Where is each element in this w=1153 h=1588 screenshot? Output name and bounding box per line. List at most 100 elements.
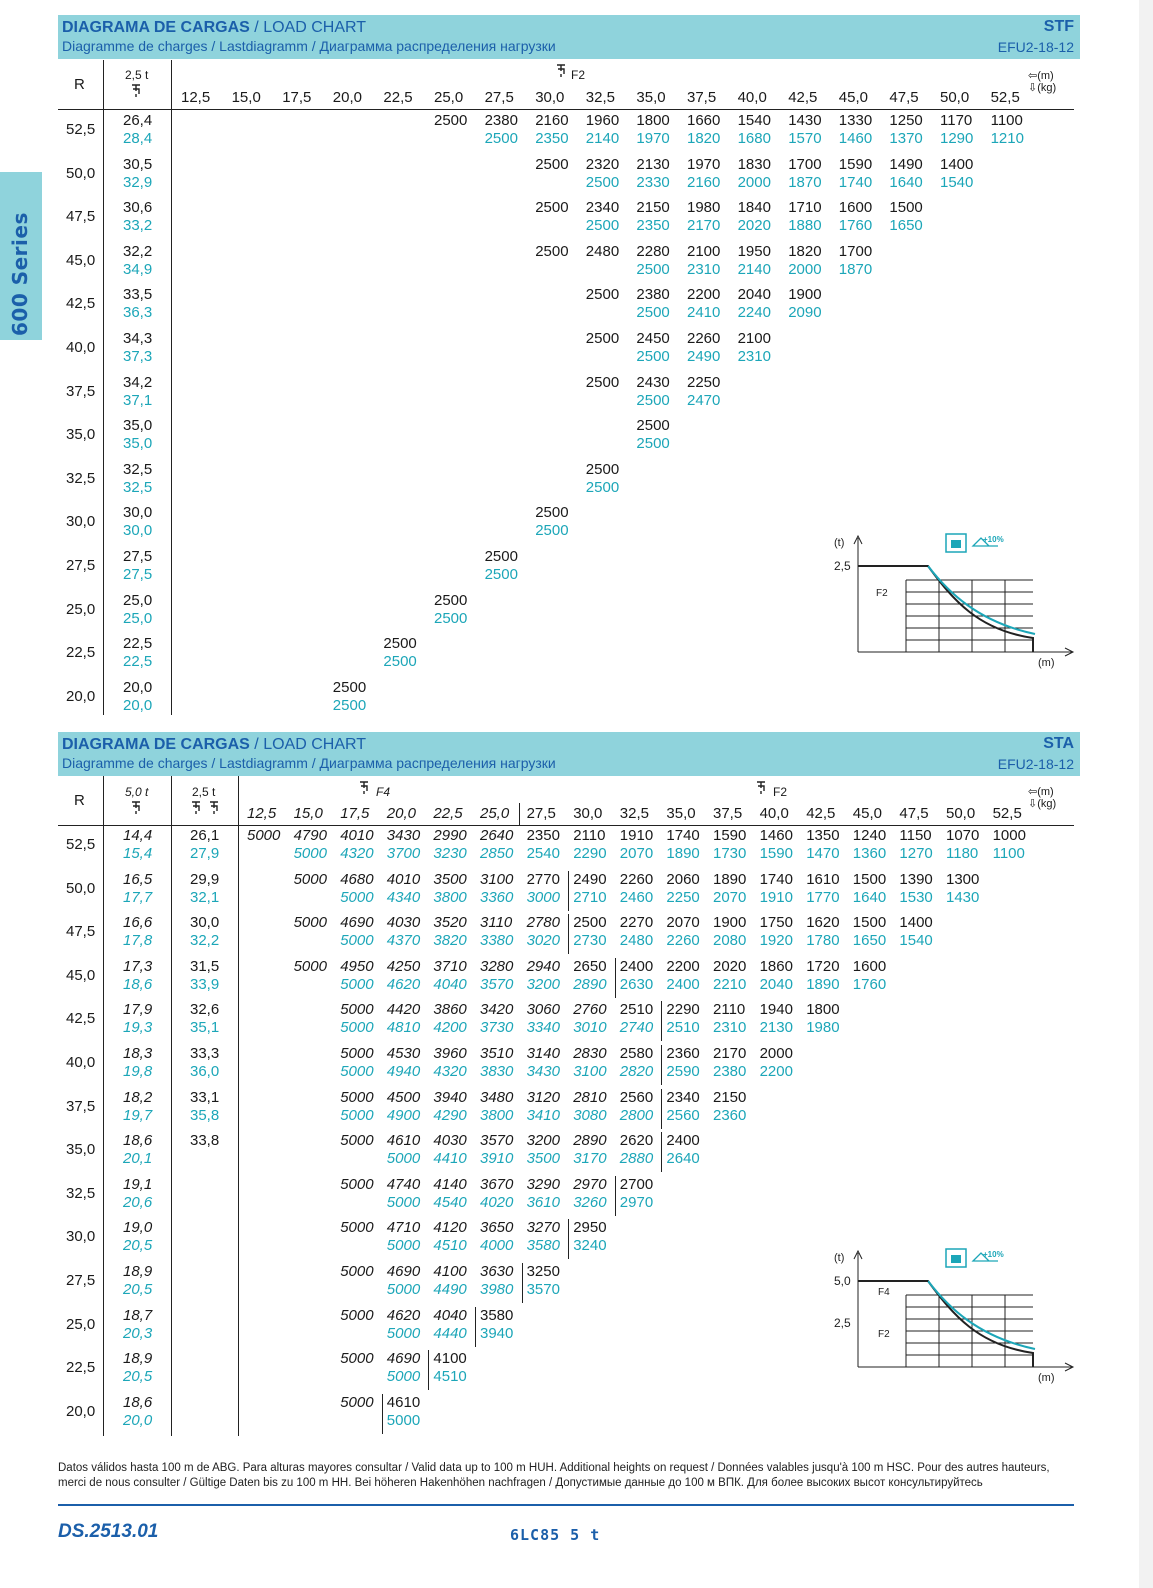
load-value: 2500 bbox=[585, 286, 620, 304]
load-value: 4420 bbox=[386, 1001, 421, 1019]
radius-value: 45,0 bbox=[66, 966, 96, 984]
load-value: 1750 bbox=[759, 914, 793, 932]
stf-title: DIAGRAMA DE CARGAS / LOAD CHART bbox=[62, 19, 366, 37]
load-value: 1150 bbox=[899, 827, 932, 844]
load-value: 1970 bbox=[687, 155, 721, 173]
load-value: 4410 bbox=[433, 1150, 467, 1168]
load-value: 3630 bbox=[480, 1263, 514, 1280]
radius-value: 27,5 bbox=[66, 1272, 96, 1289]
stf-code: STF bbox=[1043, 18, 1074, 35]
load-value: 2560 bbox=[666, 1106, 700, 1124]
load-value: 4010 bbox=[386, 870, 421, 888]
capacity-value: 33,2 bbox=[123, 217, 153, 235]
capacity-f2-value: 33,9 bbox=[190, 975, 220, 993]
load-value: 1720 bbox=[806, 957, 840, 975]
load-value: 3230 bbox=[433, 845, 467, 862]
load-value: 4530 bbox=[386, 1045, 421, 1062]
load-value: 5000 bbox=[386, 1281, 421, 1298]
jib-length-header: 47,5 bbox=[899, 805, 929, 822]
radius-value: 42,5 bbox=[66, 1010, 96, 1028]
jib-length-header: 37,5 bbox=[687, 89, 717, 106]
load-value: 2070 bbox=[713, 888, 747, 906]
sta-title: DIAGRAMA DE CARGAS / LOAD CHART bbox=[62, 736, 366, 754]
load-value: 1800 bbox=[636, 112, 670, 129]
page-edge bbox=[1139, 0, 1153, 1588]
capacity-f4-header: 5,0 t bbox=[125, 785, 149, 799]
capacity-f2-value: 35,8 bbox=[190, 1106, 220, 1124]
load-value: 2320 bbox=[585, 155, 620, 173]
load-value: 3580 bbox=[526, 1237, 560, 1255]
load-value: 1370 bbox=[889, 130, 923, 147]
load-value: 1700 bbox=[838, 242, 873, 260]
load-value: 3010 bbox=[573, 1019, 607, 1037]
load-value: 2470 bbox=[687, 391, 721, 409]
load-value: 1100 bbox=[990, 112, 1023, 129]
load-value: 4010 bbox=[340, 827, 374, 844]
load-value: 4250 bbox=[386, 957, 421, 975]
load-value: 2500 bbox=[484, 130, 518, 147]
load-value: 4690 bbox=[386, 1263, 421, 1280]
step-divider bbox=[475, 1306, 476, 1347]
load-value: 2630 bbox=[619, 975, 654, 993]
load-value: 1240 bbox=[852, 827, 887, 844]
load-value: 5000 bbox=[340, 975, 374, 993]
load-value: 2380 bbox=[713, 1063, 747, 1080]
radius-value: 30,0 bbox=[66, 513, 96, 531]
load-value: 2260 bbox=[687, 330, 721, 347]
load-value: 4790 bbox=[293, 827, 327, 844]
capacity-f4-value: 19,7 bbox=[123, 1106, 153, 1124]
radius-value: 22,5 bbox=[66, 644, 96, 662]
capacity-f4-value: 15,4 bbox=[123, 845, 153, 862]
load-value: 4680 bbox=[340, 870, 374, 888]
load-value: 2310 bbox=[713, 1019, 747, 1037]
radius-header: R bbox=[74, 76, 85, 93]
load-value: 2360 bbox=[666, 1045, 700, 1062]
load-value: 3100 bbox=[480, 870, 514, 888]
load-value: 2000 bbox=[788, 260, 822, 278]
load-value: 2110 bbox=[713, 1001, 746, 1019]
load-value: 3710 bbox=[433, 957, 467, 975]
jib-length-header: 20,0 bbox=[332, 89, 362, 106]
jib-length-header: 22,5 bbox=[383, 89, 413, 106]
load-value: 2780 bbox=[526, 914, 560, 932]
fall-f2-label: F2 bbox=[571, 68, 586, 82]
jib-length-header: 30,0 bbox=[573, 805, 603, 822]
jib-length-header: 52,5 bbox=[990, 89, 1020, 106]
load-value: 3570 bbox=[526, 1281, 560, 1298]
load-value: 1980 bbox=[806, 1019, 840, 1037]
f2-label: F2 bbox=[878, 1329, 890, 1340]
load-value: 4370 bbox=[386, 932, 421, 950]
capacity-value: 25,0 bbox=[123, 591, 153, 609]
load-value: 1890 bbox=[713, 870, 747, 888]
load-value: 1620 bbox=[806, 914, 840, 932]
capacity-f2-value: 29,9 bbox=[190, 870, 220, 888]
capacity-value: 37,1 bbox=[123, 391, 153, 409]
radius-value: 35,0 bbox=[66, 1141, 96, 1159]
radius-value: 27,5 bbox=[66, 557, 96, 574]
footer-note: Datos válidos hasta 100 m de ABG. Para a… bbox=[58, 1462, 1050, 1489]
sta-code: STA bbox=[1043, 735, 1074, 752]
load-value: 2500 bbox=[484, 566, 518, 583]
load-value: 2500 bbox=[636, 348, 670, 365]
capacity-divider bbox=[171, 776, 172, 1436]
load-value: 1920 bbox=[759, 932, 793, 950]
radius-value: 42,5 bbox=[66, 295, 96, 313]
load-value: 1910 bbox=[759, 888, 793, 906]
step-divider bbox=[568, 914, 570, 955]
load-curve-plus bbox=[927, 1280, 1036, 1350]
load-value: 2410 bbox=[687, 304, 721, 322]
load-value: 3340 bbox=[526, 1019, 560, 1037]
plus-10-label: +10% bbox=[983, 535, 1004, 544]
load-value: 5000 bbox=[340, 1132, 374, 1150]
load-value: 3280 bbox=[480, 957, 514, 975]
load-value: 2500 bbox=[383, 653, 417, 671]
jib-length-header: 17,5 bbox=[340, 805, 370, 822]
load-value: 5000 bbox=[340, 1045, 374, 1062]
load-value: 2310 bbox=[737, 348, 771, 365]
capacity-f4-value: 20,1 bbox=[123, 1150, 153, 1168]
load-value: 5000 bbox=[386, 1237, 421, 1255]
footer-rule bbox=[58, 1504, 1074, 1506]
capacity-value: 25,0 bbox=[123, 609, 153, 627]
radius-value: 50,0 bbox=[66, 879, 96, 897]
hook-icon bbox=[132, 84, 140, 97]
